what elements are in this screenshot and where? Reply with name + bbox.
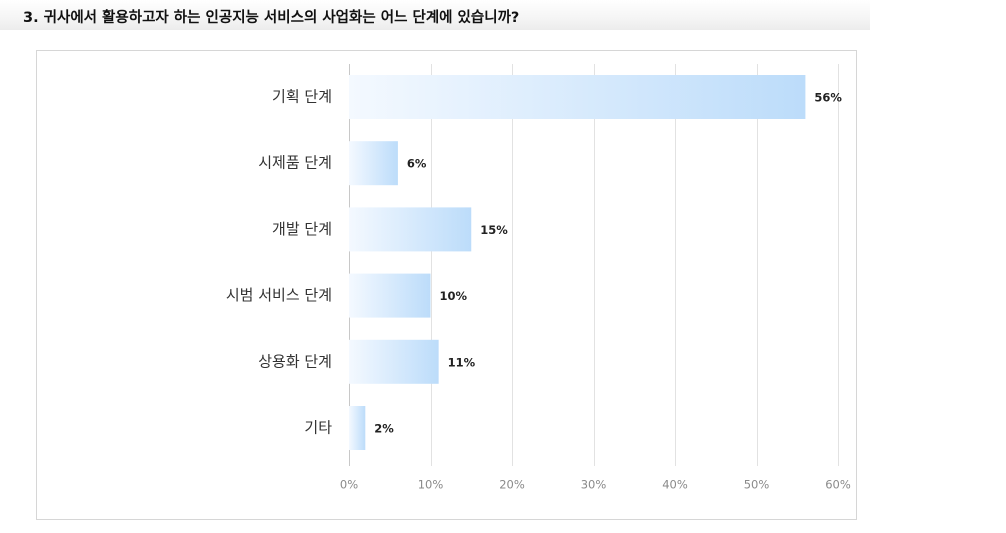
bar <box>349 273 431 318</box>
chart-panel <box>36 50 857 520</box>
category-label: 기획 단계 <box>272 88 332 106</box>
x-tick-label: 0% <box>340 478 358 492</box>
x-tick-label: 60% <box>825 478 851 492</box>
data-label: 15% <box>480 223 508 237</box>
x-tick-label: 30% <box>581 478 607 492</box>
x-tick-label: 20% <box>499 478 525 492</box>
bars <box>349 75 806 450</box>
x-axis-tick-labels: 0% 10% 20% 30% 40% 50% 60% <box>340 478 851 492</box>
question-title: 3. 귀사에서 활용하고자 하는 인공지능 서비스의 사업화는 어느 단계에 있… <box>23 10 520 26</box>
data-label: 6% <box>407 157 427 171</box>
category-label: 시범 서비스 단계 <box>226 286 332 304</box>
page-edge <box>990 0 1006 533</box>
bar <box>349 339 439 384</box>
x-tick-label: 50% <box>744 478 770 492</box>
data-label: 10% <box>440 289 468 303</box>
category-label: 시제품 단계 <box>258 154 332 172</box>
data-label: 11% <box>448 355 476 369</box>
gridlines <box>349 64 839 466</box>
x-tick-label: 10% <box>418 478 444 492</box>
bar <box>349 207 472 252</box>
title-strip <box>0 0 870 30</box>
category-label: 상용화 단계 <box>258 352 332 370</box>
value-labels: 56% 6% 15% 10% 11% 2% <box>374 91 842 436</box>
category-label: 기타 <box>304 419 332 437</box>
data-label: 2% <box>374 422 394 436</box>
bar <box>349 406 366 450</box>
x-tick-label: 40% <box>662 478 688 492</box>
bar <box>349 141 398 186</box>
data-label: 56% <box>814 91 842 105</box>
bar <box>349 75 806 119</box>
category-label: 개발 단계 <box>272 220 332 238</box>
